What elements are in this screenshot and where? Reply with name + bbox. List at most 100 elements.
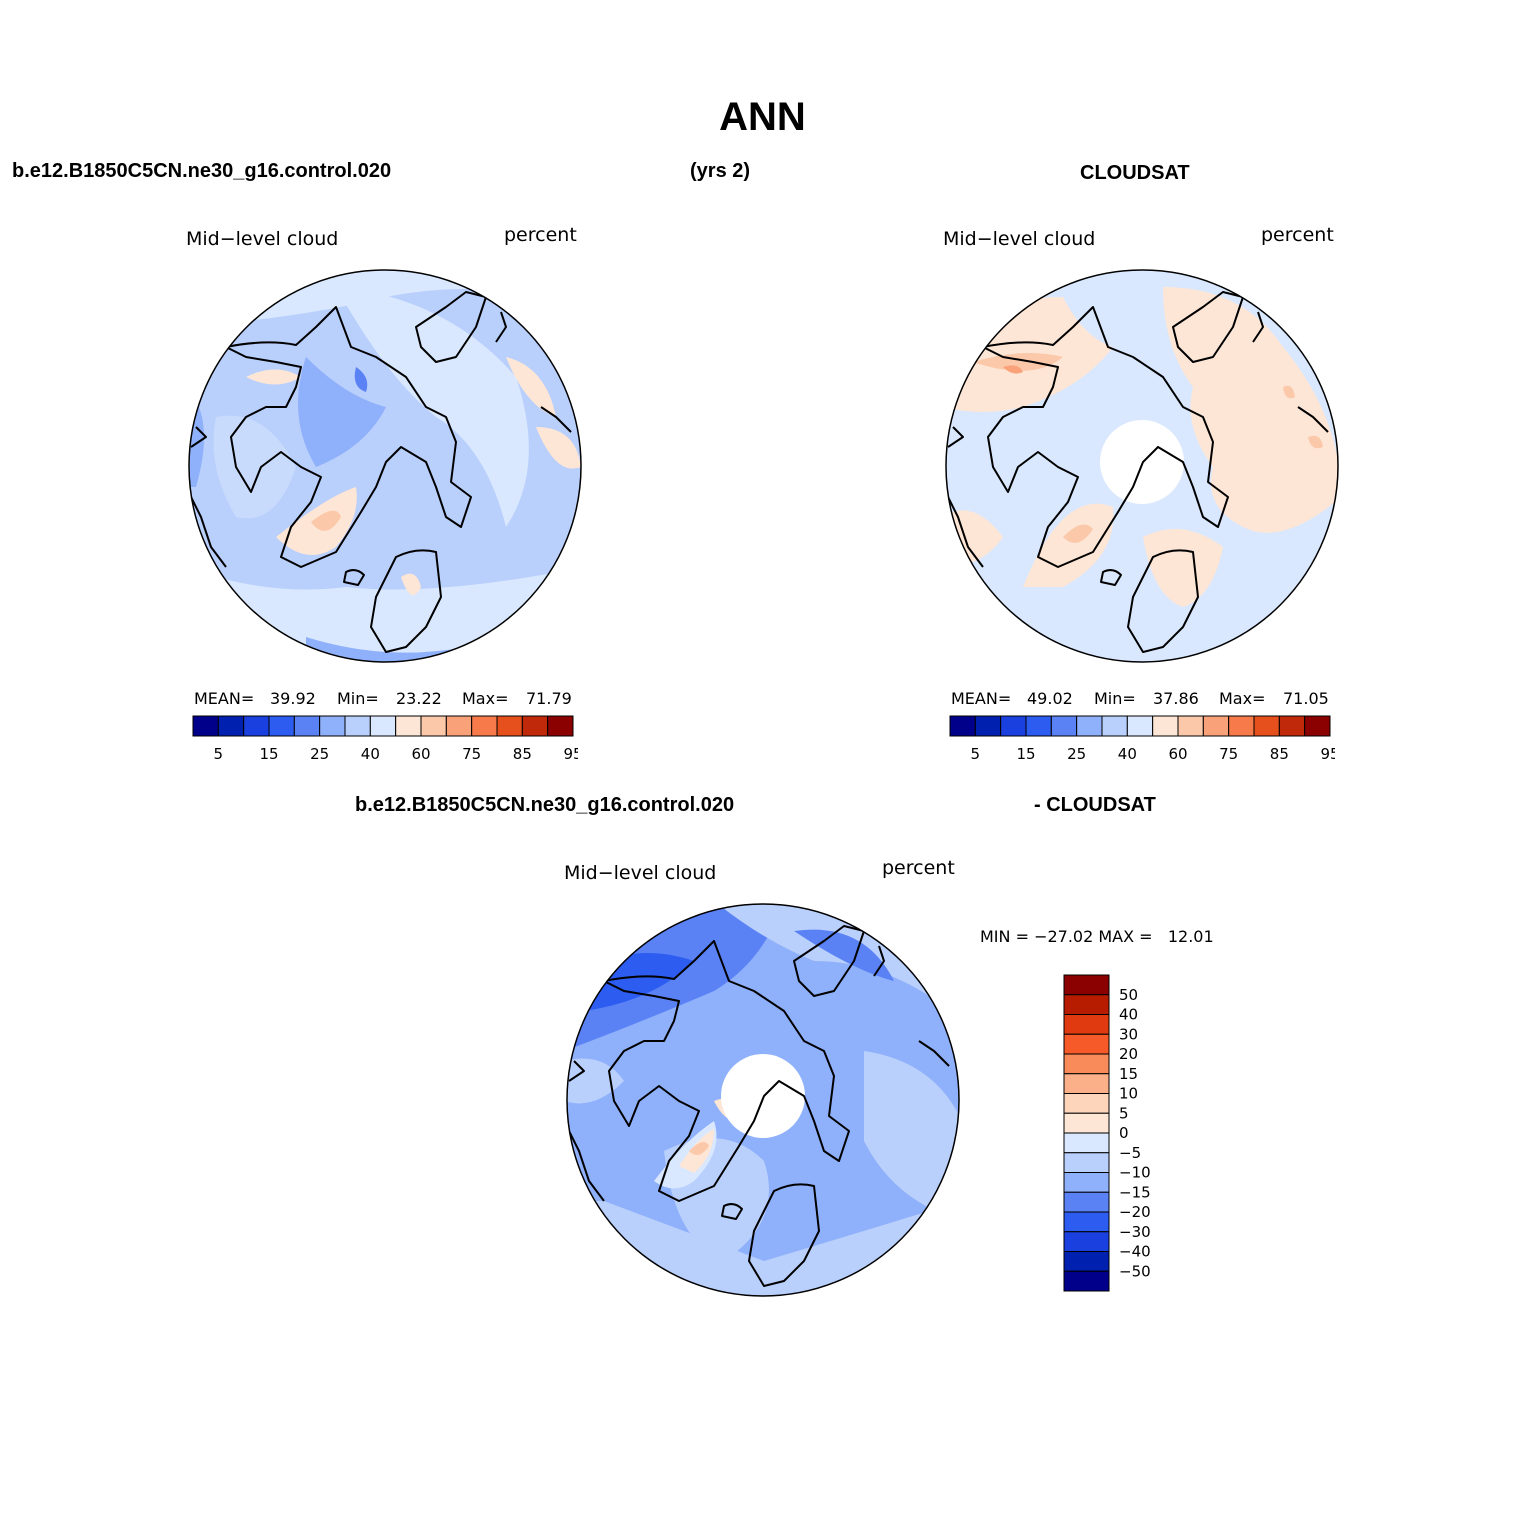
diff-colorbar-swatch bbox=[1063, 1270, 1110, 1292]
diff-colorbar-swatch bbox=[1063, 1112, 1110, 1134]
diff-polar-map bbox=[566, 903, 960, 1297]
obs-name-header: CLOUDSAT bbox=[1080, 162, 1190, 184]
obs-colorbar-swatch bbox=[1304, 715, 1331, 737]
obs-colorbar-swatch bbox=[1253, 715, 1280, 737]
obs-min-label: Min= bbox=[1094, 689, 1136, 708]
obs-colorbar-tick-label: 60 bbox=[1168, 745, 1187, 763]
obs-colorbar-tick-label: 15 bbox=[1016, 745, 1035, 763]
obs-colorbar-tick-label: 40 bbox=[1118, 745, 1137, 763]
diff-colorbar-tick-label: −40 bbox=[1119, 1243, 1151, 1261]
model-colorbar-tick-label: 75 bbox=[462, 745, 481, 763]
obs-min-value: 37.86 bbox=[1153, 689, 1199, 708]
model-mean-label: MEAN= bbox=[194, 689, 255, 708]
diff-units-label: percent bbox=[882, 857, 955, 879]
diff-colorbar-tick-label: −5 bbox=[1119, 1144, 1141, 1162]
diff-colorbar-swatch bbox=[1063, 1132, 1110, 1154]
diff-colorbar-tick-label: −15 bbox=[1119, 1183, 1151, 1201]
diff-case-header: b.e12.B1850C5CN.ne30_g16.control.020 bbox=[355, 794, 735, 816]
diff-colorbar-tick-label: 50 bbox=[1119, 986, 1138, 1004]
model-min-value: 23.22 bbox=[396, 689, 442, 708]
model-colorbar-tick-label: 40 bbox=[361, 745, 380, 763]
obs-mean-value: 49.02 bbox=[1027, 689, 1073, 708]
model-colorbar-swatch bbox=[268, 715, 295, 737]
diff-colorbar-swatch bbox=[1063, 1172, 1110, 1193]
years-header: (yrs 2) bbox=[690, 160, 751, 182]
obs-colorbar-tick-label: 25 bbox=[1067, 745, 1086, 763]
model-colorbar-tick-label: 95 bbox=[563, 745, 578, 763]
model-colorbar-swatch bbox=[496, 715, 523, 737]
model-colorbar-tick-label: 60 bbox=[411, 745, 430, 763]
model-colorbar: 5 15 25 40 60 75 85 95 bbox=[192, 715, 578, 763]
obs-colorbar: 5 15 25 40 60 75 85 95 bbox=[949, 715, 1335, 763]
model-max-value: 71.79 bbox=[526, 689, 572, 708]
diff-colorbar-tick-label: 30 bbox=[1119, 1025, 1138, 1043]
diff-colorbar-tick-label: −30 bbox=[1119, 1223, 1151, 1241]
obs-max-value: 71.05 bbox=[1283, 689, 1329, 708]
model-colorbar-swatch bbox=[344, 715, 371, 737]
obs-colorbar-swatch bbox=[1202, 715, 1230, 737]
obs-colorbar-tick-label: 95 bbox=[1320, 745, 1335, 763]
diff-colorbar-swatch bbox=[1063, 994, 1110, 1015]
obs-colorbar-swatch bbox=[1228, 715, 1255, 737]
diff-colorbar-tick-label: −50 bbox=[1119, 1262, 1151, 1280]
model-min-label: Min= bbox=[337, 689, 379, 708]
model-colorbar-swatch bbox=[243, 715, 270, 737]
model-variable-label: Mid−level cloud bbox=[186, 228, 339, 250]
model-units-label: percent bbox=[504, 224, 577, 246]
case-name-header: b.e12.B1850C5CN.ne30_g16.control.020 bbox=[12, 160, 392, 182]
model-colorbar-swatch bbox=[293, 715, 321, 737]
diff-colorbar-swatch bbox=[1063, 1033, 1110, 1055]
model-colorbar-swatch bbox=[471, 715, 498, 737]
obs-colorbar-swatch bbox=[1177, 715, 1204, 737]
obs-mean-label: MEAN= bbox=[951, 689, 1012, 708]
obs-colorbar-swatch bbox=[949, 715, 976, 737]
diff-colorbar-swatch bbox=[1063, 1211, 1110, 1233]
model-colorbar-tick-label: 5 bbox=[214, 745, 224, 763]
obs-colorbar-tick-label: 75 bbox=[1219, 745, 1238, 763]
obs-variable-label: Mid−level cloud bbox=[943, 228, 1096, 250]
diff-colorbar-tick-label: 15 bbox=[1119, 1065, 1138, 1083]
obs-max-label: Max= bbox=[1219, 689, 1266, 708]
model-colorbar-swatch bbox=[420, 715, 447, 737]
obs-colorbar-swatch bbox=[1278, 715, 1306, 737]
figure-title: ANN bbox=[719, 95, 806, 139]
obs-colorbar-swatch bbox=[1101, 715, 1128, 737]
obs-units-label: percent bbox=[1261, 224, 1334, 246]
diff-colorbar-tick-label: −20 bbox=[1119, 1203, 1151, 1221]
diff-colorbar-swatch bbox=[1063, 1014, 1110, 1035]
model-colorbar-swatch bbox=[395, 715, 422, 737]
obs-colorbar-swatch bbox=[1126, 715, 1154, 737]
model-colorbar-tick-label: 25 bbox=[310, 745, 329, 763]
model-mean-value: 39.92 bbox=[270, 689, 316, 708]
model-colorbar-swatch bbox=[445, 715, 473, 737]
diff-colorbar-swatch bbox=[1063, 1152, 1110, 1173]
diff-colorbar-swatch bbox=[1063, 1191, 1110, 1213]
diff-colorbar-tick-label: 5 bbox=[1119, 1104, 1129, 1122]
obs-colorbar-swatch bbox=[1025, 715, 1052, 737]
obs-colorbar-tick-label: 85 bbox=[1270, 745, 1289, 763]
model-colorbar-tick-label: 15 bbox=[259, 745, 278, 763]
diff-variable-label: Mid−level cloud bbox=[564, 862, 717, 884]
diff-colorbar-swatch bbox=[1063, 1073, 1110, 1094]
obs-colorbar-swatch bbox=[1050, 715, 1078, 737]
diff-colorbar-tick-label: 40 bbox=[1119, 1006, 1138, 1024]
model-max-label: Max= bbox=[462, 689, 509, 708]
model-colorbar-swatch bbox=[319, 715, 346, 737]
diff-colorbar-swatch bbox=[1063, 974, 1110, 996]
diff-obs-header: - CLOUDSAT bbox=[1034, 794, 1156, 816]
obs-colorbar-tick-label: 5 bbox=[971, 745, 981, 763]
diff-minmax-text: MIN = −27.02 MAX = 12.01 bbox=[980, 927, 1214, 946]
diff-colorbar-swatch bbox=[1063, 1093, 1110, 1114]
obs-colorbar-swatch bbox=[1000, 715, 1027, 737]
model-colorbar-swatch bbox=[547, 715, 574, 737]
diff-colorbar-tick-label: −10 bbox=[1119, 1164, 1151, 1182]
model-colorbar-swatch bbox=[369, 715, 397, 737]
diff-colorbar-swatch bbox=[1063, 1231, 1110, 1252]
obs-colorbar-swatch bbox=[1152, 715, 1179, 737]
obs-colorbar-swatch bbox=[1076, 715, 1103, 737]
diff-colorbar-tick-label: 20 bbox=[1119, 1045, 1138, 1063]
diff-colorbar-tick-label: 10 bbox=[1119, 1085, 1138, 1103]
model-colorbar-tick-label: 85 bbox=[513, 745, 532, 763]
diff-colorbar-swatch bbox=[1063, 1251, 1110, 1272]
